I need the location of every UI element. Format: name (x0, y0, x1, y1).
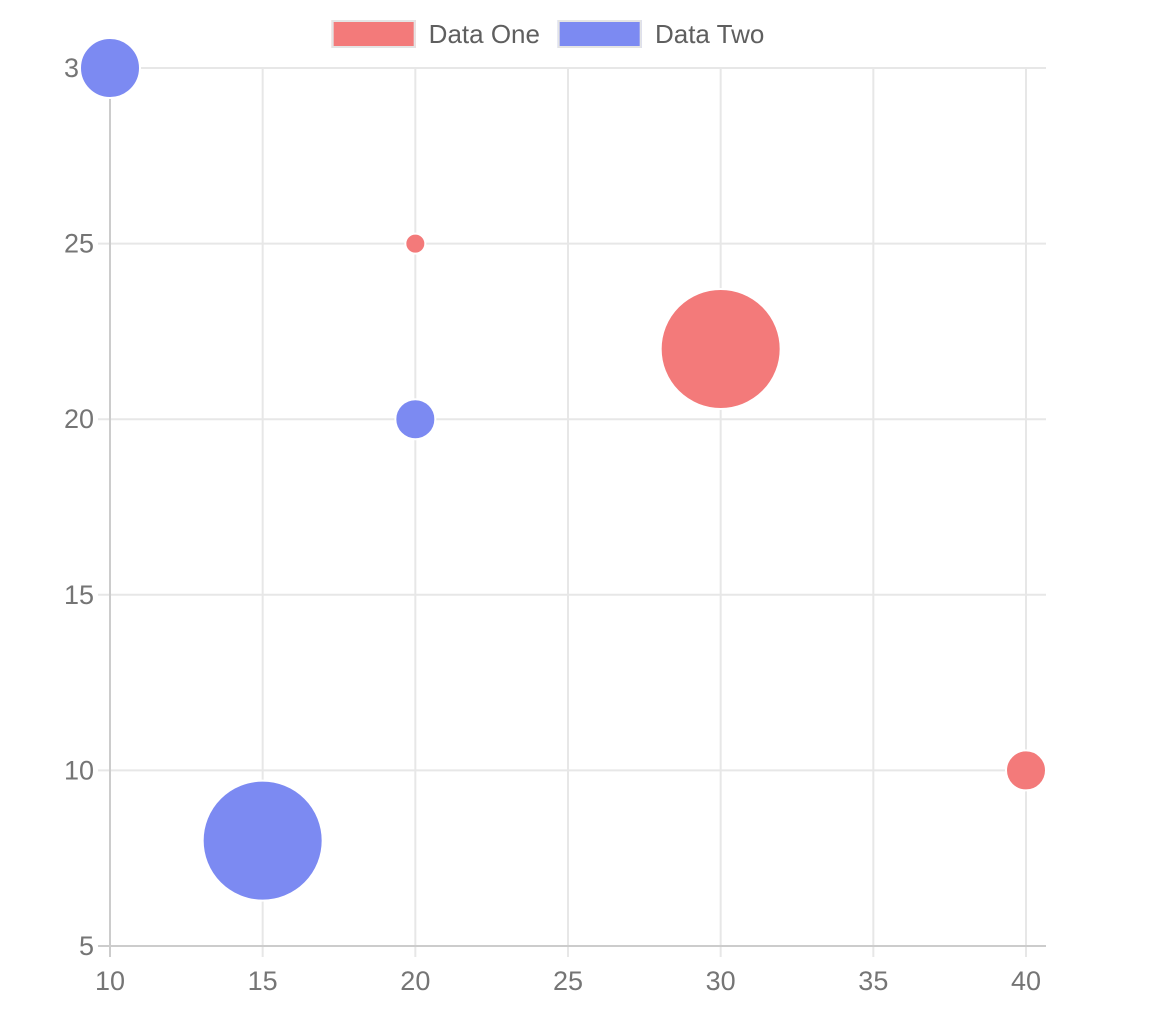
svg-text:30: 30 (706, 966, 736, 996)
svg-text:5: 5 (79, 931, 94, 961)
legend-item-data-two[interactable]: Data Two (557, 19, 765, 49)
bubble-x40-y10[interactable] (1005, 749, 1047, 792)
bubble-x30-y22[interactable] (659, 287, 782, 410)
bubble-x15-y8[interactable] (201, 779, 324, 902)
x-axis-tick-labels: 10 15 20 25 30 35 40 (95, 966, 1041, 996)
svg-text:15: 15 (64, 580, 94, 610)
bubble-x20-y20[interactable] (394, 398, 437, 441)
series-data-two[interactable] (79, 37, 437, 902)
legend-swatch-data-two (557, 20, 642, 48)
bubble-x20-y25[interactable] (404, 232, 427, 255)
legend-label-data-one: Data One (428, 19, 540, 49)
svg-text:15: 15 (248, 966, 278, 996)
svg-text:20: 20 (64, 404, 94, 434)
bubble-x10-y30[interactable] (79, 37, 141, 99)
svg-text:40: 40 (1011, 966, 1041, 996)
svg-text:25: 25 (553, 966, 583, 996)
svg-text:10: 10 (64, 755, 94, 785)
legend-item-data-one[interactable]: Data One (331, 19, 540, 49)
chart-legend: Data One Data Two (331, 19, 765, 49)
legend-label-data-two: Data Two (654, 19, 765, 49)
series-data-one[interactable] (404, 232, 1047, 792)
svg-text:35: 35 (858, 966, 888, 996)
legend-swatch-data-one (331, 20, 416, 48)
svg-text:20: 20 (400, 966, 430, 996)
svg-text:10: 10 (95, 966, 125, 996)
gridlines (98, 67, 1046, 957)
svg-text:25: 25 (64, 229, 94, 259)
